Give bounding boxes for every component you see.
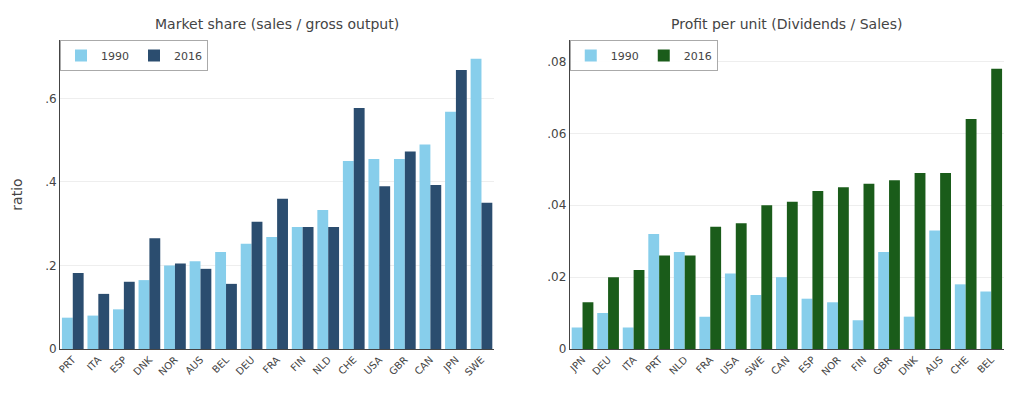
svg-text:PRT: PRT: [57, 354, 78, 375]
svg-text:SWE: SWE: [463, 354, 487, 378]
svg-text:GBR: GBR: [871, 354, 894, 377]
svg-text:0: 0: [559, 342, 567, 356]
svg-text:AUS: AUS: [923, 354, 945, 376]
svg-text:.4: .4: [45, 175, 56, 189]
svg-text:SWE: SWE: [743, 354, 767, 378]
svg-text:FIN: FIN: [849, 354, 868, 373]
svg-text:NLD: NLD: [667, 354, 690, 377]
svg-text:DEU: DEU: [234, 354, 257, 377]
svg-text:.02: .02: [547, 270, 566, 284]
svg-text:FRA: FRA: [261, 354, 282, 375]
svg-text:CHE: CHE: [336, 354, 359, 377]
svg-text:CHE: CHE: [948, 354, 971, 377]
svg-text:CAN: CAN: [769, 354, 792, 377]
svg-text:2016: 2016: [174, 50, 202, 63]
svg-text:Profit per unit (Dividends / S: Profit per unit (Dividends / Sales): [671, 16, 902, 32]
svg-text:AUS: AUS: [183, 354, 205, 376]
svg-text:ITA: ITA: [620, 354, 639, 373]
svg-text:JPN: JPN: [567, 354, 587, 374]
svg-text:USA: USA: [718, 354, 741, 377]
svg-text:PRT: PRT: [643, 354, 664, 375]
svg-text:.6: .6: [45, 92, 56, 106]
svg-text:.04: .04: [547, 198, 566, 212]
svg-text:BEL: BEL: [975, 354, 996, 375]
svg-text:1990: 1990: [611, 50, 639, 63]
svg-text:2016: 2016: [684, 50, 712, 63]
svg-text:.2: .2: [45, 259, 56, 273]
svg-text:1990: 1990: [101, 50, 129, 63]
svg-text:JPN: JPN: [441, 354, 461, 374]
svg-text:DEU: DEU: [590, 354, 613, 377]
svg-text:NOR: NOR: [156, 354, 180, 378]
svg-text:NLD: NLD: [311, 354, 334, 377]
svg-text:.06: .06: [547, 127, 566, 141]
svg-text:NOR: NOR: [819, 354, 843, 378]
svg-text:DNK: DNK: [896, 354, 919, 377]
svg-text:0: 0: [49, 342, 57, 356]
svg-text:ITA: ITA: [85, 354, 104, 373]
svg-text:Market share (sales / gross ou: Market share (sales / gross output): [155, 16, 399, 32]
svg-text:BEL: BEL: [210, 354, 231, 375]
svg-text:GBR: GBR: [387, 354, 410, 377]
svg-text:ratio: ratio: [9, 178, 25, 210]
svg-text:CAN: CAN: [412, 354, 435, 377]
svg-text:FRA: FRA: [694, 354, 715, 375]
svg-text:.08: .08: [547, 55, 566, 69]
svg-text:USA: USA: [362, 354, 385, 377]
svg-text:ESP: ESP: [796, 354, 817, 375]
svg-text:ESP: ESP: [108, 354, 129, 375]
svg-text:FIN: FIN: [288, 354, 307, 373]
svg-text:DNK: DNK: [131, 354, 154, 377]
